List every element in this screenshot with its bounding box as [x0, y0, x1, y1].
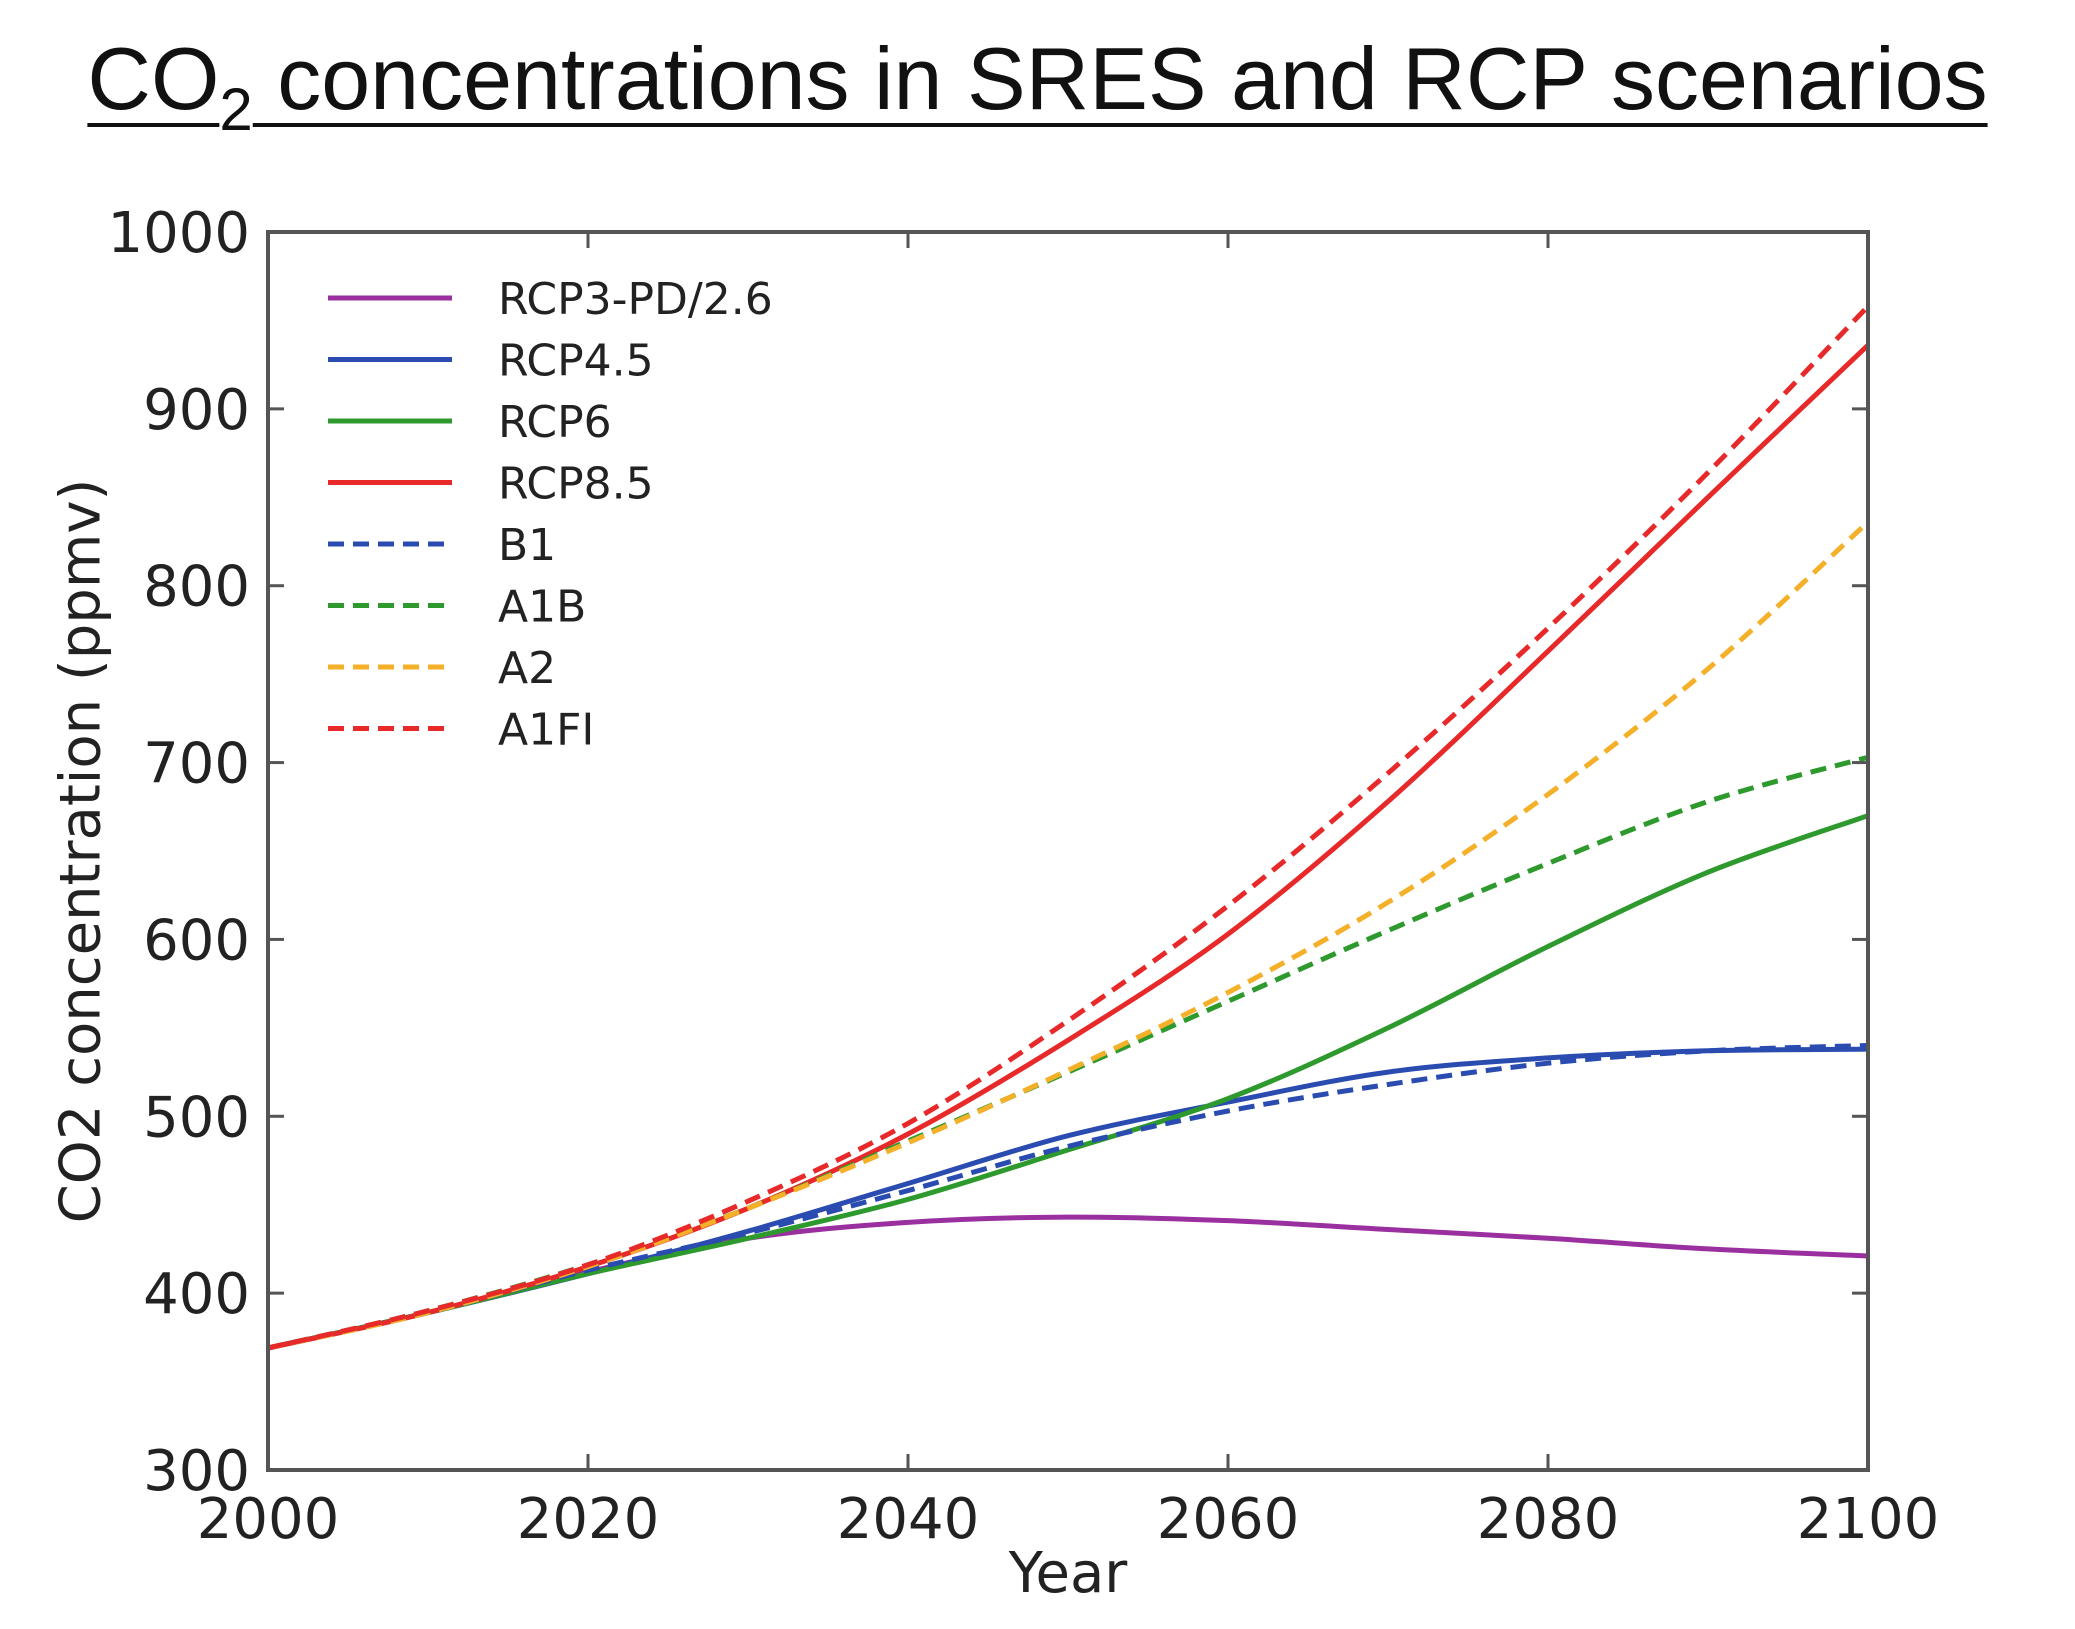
series-line-rcp6: [267, 813, 1869, 1351]
y-tick-label: 1000: [107, 201, 250, 266]
series-line-rcp3-pd-2-6: [267, 1214, 1869, 1351]
x-tick-label: 2080: [1477, 1487, 1620, 1552]
y-axis-title: CO2 concentration (ppmv): [49, 479, 114, 1224]
x-axis-title: Year: [1008, 1541, 1129, 1606]
y-tick-label: 600: [143, 908, 250, 973]
chart-title-prefix: CO: [87, 29, 220, 128]
y-tick-label: 500: [143, 1085, 250, 1150]
legend-label-rcp6: RCP6: [498, 397, 612, 448]
x-tick-label: 2100: [1797, 1487, 1940, 1552]
legend-label-rcp3-pd-2-6: RCP3-PD/2.6: [498, 274, 773, 325]
plot-frame: [266, 230, 1870, 1472]
x-tick-label: 2020: [517, 1487, 660, 1552]
legend-label-a1b: A1B: [498, 582, 586, 633]
y-tick-label: 700: [143, 732, 250, 797]
x-tick-label: 2060: [1157, 1487, 1300, 1552]
chart-title-subscript: 2: [219, 76, 253, 143]
chart-title: CO2 concentrations in SRES and RCP scena…: [0, 28, 2075, 144]
legend: RCP3-PD/2.6 RCP4.5 RCP6 RCP8.5 B1 A1B A2 A1FI: [328, 274, 773, 756]
x-axis: 2000 2020 2040 2060 2080 2100: [197, 232, 1940, 1552]
legend-label-a1fi: A1FI: [498, 705, 594, 756]
y-axis: 300 400 500 600 700 800 900 1000: [107, 201, 1868, 1504]
y-tick-label: 300: [143, 1439, 250, 1504]
legend-label-rcp4-5: RCP4.5: [498, 336, 654, 387]
y-tick-label: 900: [143, 378, 250, 443]
y-tick-label: 400: [143, 1262, 250, 1327]
series-line-a1fi: [267, 304, 1870, 1351]
series-line-b1: [267, 1043, 1869, 1351]
legend-label-rcp8-5: RCP8.5: [498, 459, 654, 510]
x-tick-label: 2040: [837, 1487, 980, 1552]
legend-label-a2: A2: [498, 643, 556, 694]
legend-label-b1: B1: [498, 520, 556, 571]
plot-series-group: [267, 304, 1870, 1351]
series-line-rcp4-5: [267, 1046, 1869, 1351]
x-tick-label: 2000: [197, 1487, 340, 1552]
chart-title-suffix: concentrations in SRES and RCP scenarios: [252, 29, 1988, 128]
y-tick-label: 800: [143, 555, 250, 620]
